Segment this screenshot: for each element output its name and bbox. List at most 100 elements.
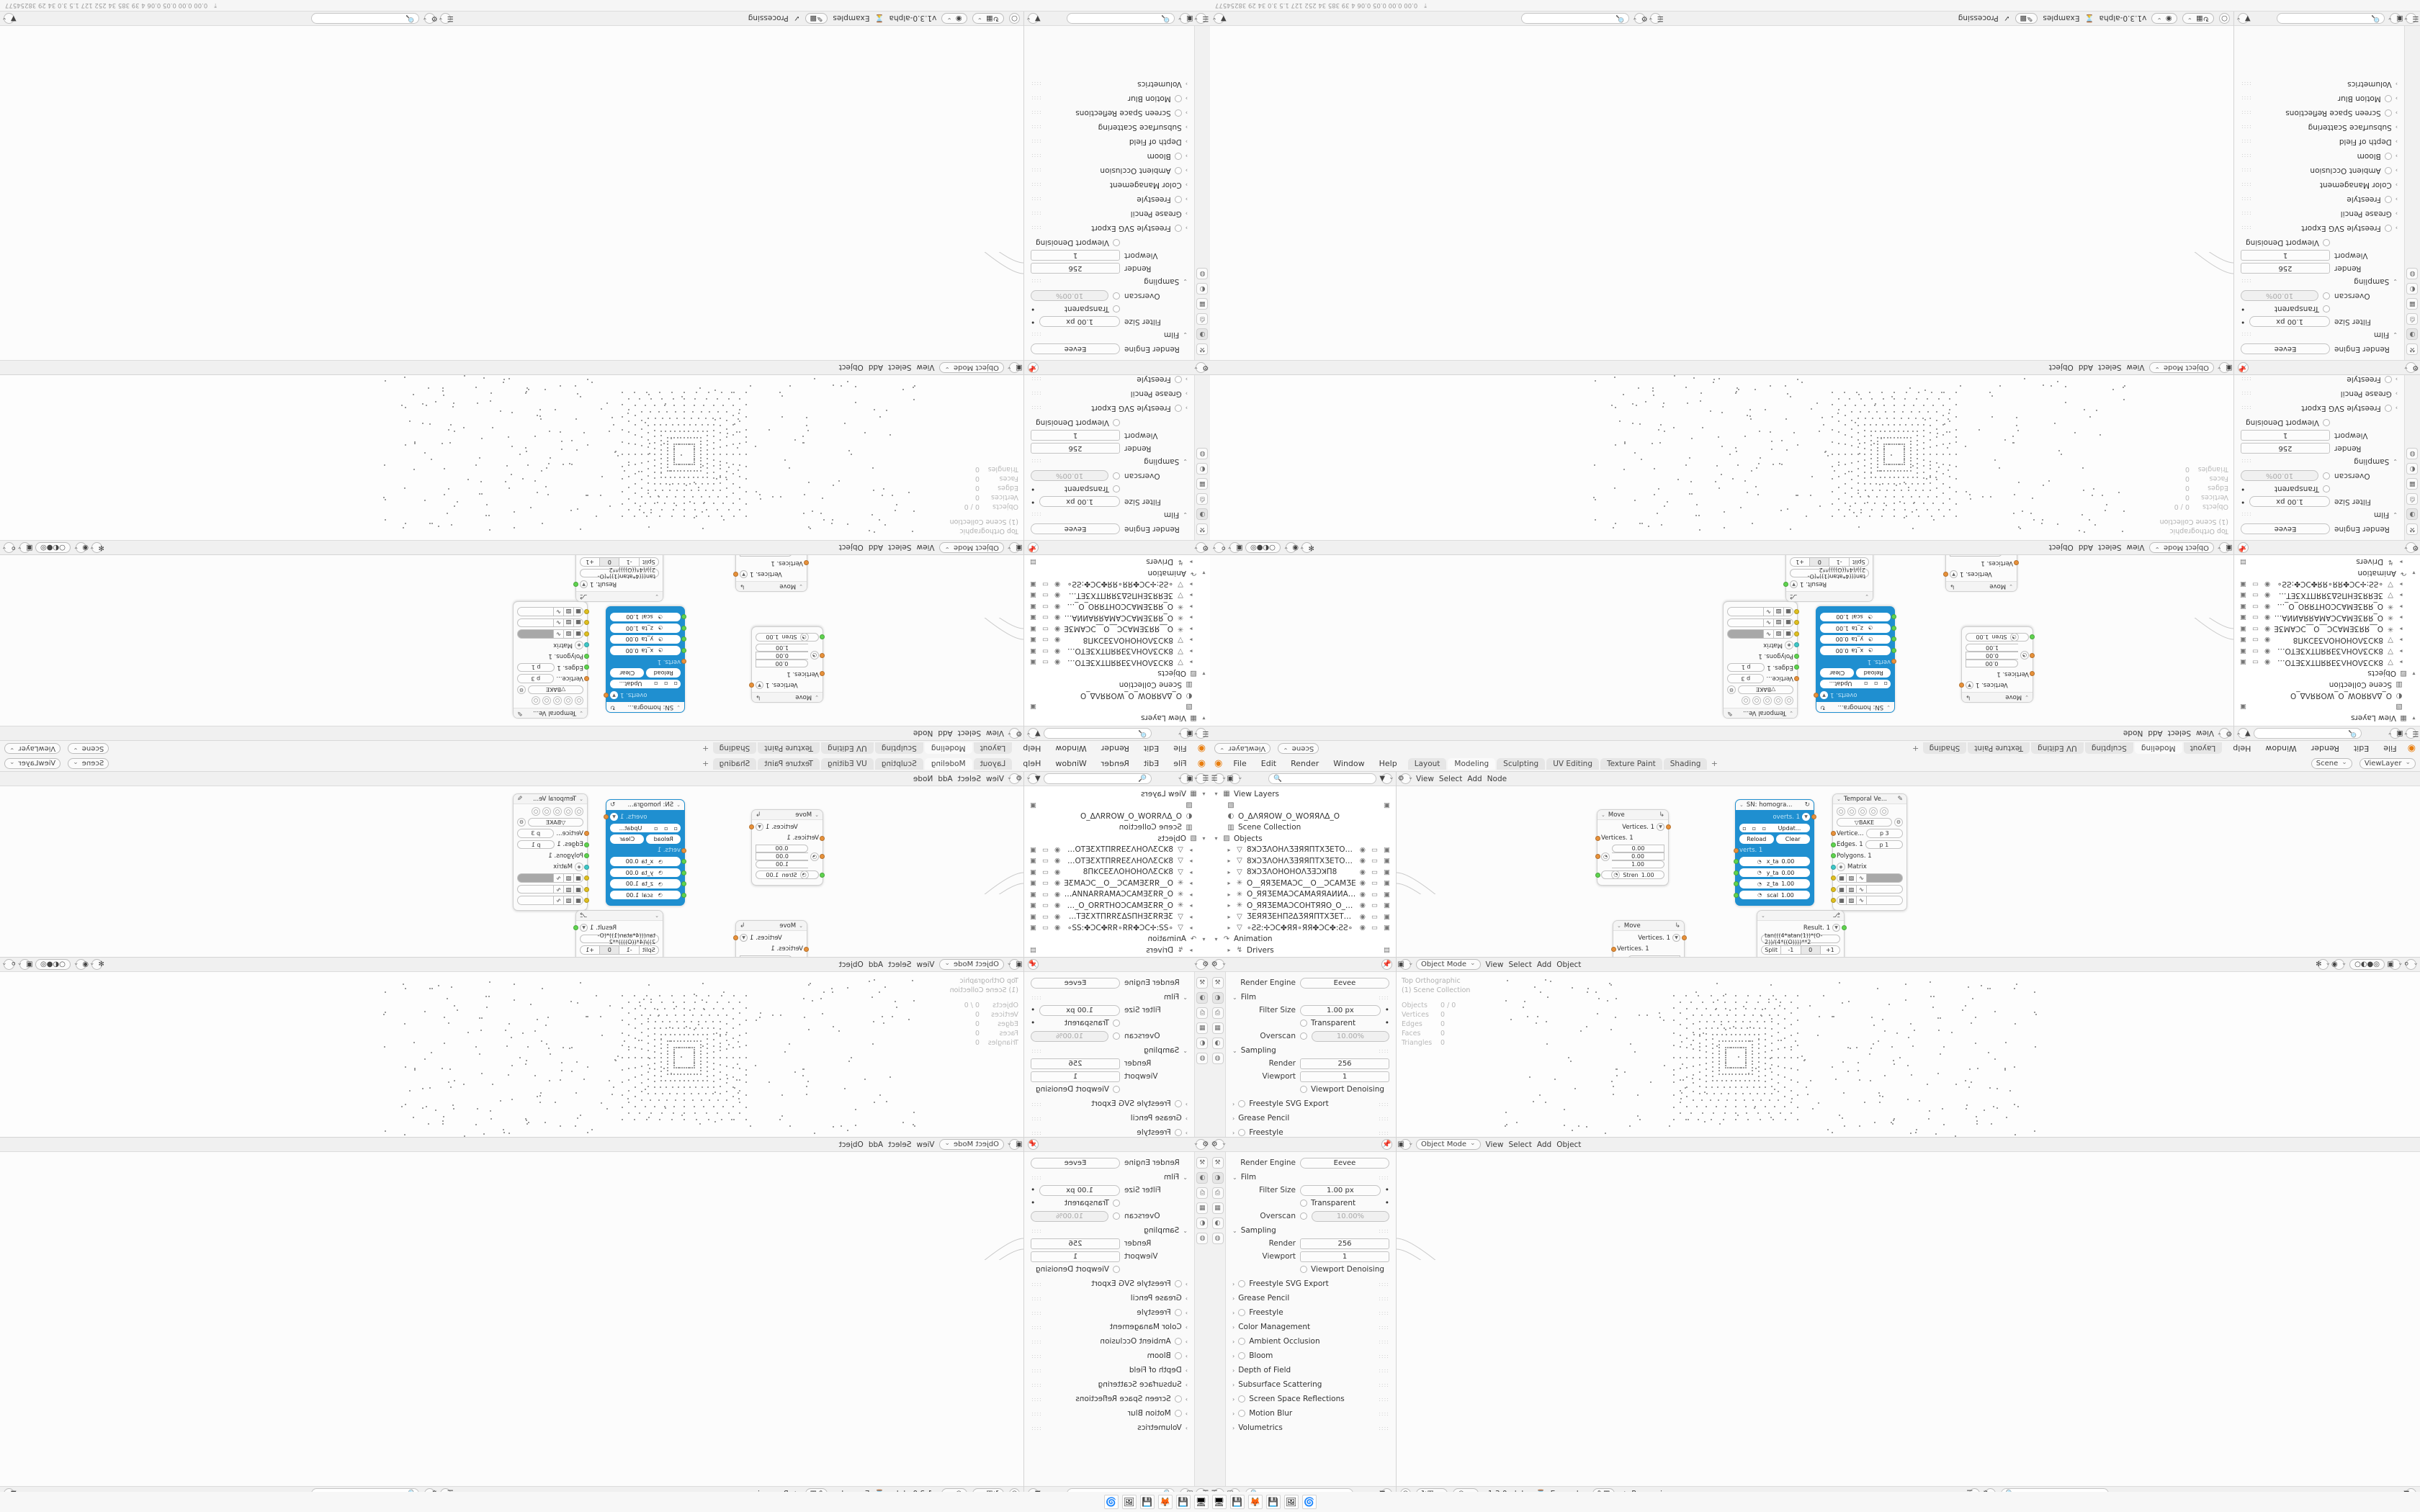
outliner-row[interactable]: ▸ ✳ O_ЯЯƷEMAƆCAMAЯЯAИИAП_O_ ◉ ▭ ▣ [1024, 889, 1210, 901]
layout-icon[interactable]: ▦ [1783, 618, 1793, 628]
pencil-icon[interactable]: ✎ [517, 709, 523, 717]
editor-type-icon[interactable]: ▣ [1009, 362, 1023, 373]
node-menu-add[interactable]: Add [1467, 774, 1482, 783]
node-color-swatch[interactable] [1867, 896, 1903, 905]
workspace-tab-modeling[interactable]: Modeling [1448, 757, 1496, 770]
property-checkbox[interactable] [1174, 1129, 1182, 1136]
screen-icon[interactable]: ▭ [2251, 580, 2259, 588]
edit-icon[interactable]: ▫ [660, 823, 671, 833]
camera-icon[interactable]: ▣ [1384, 901, 1390, 910]
twisty-icon[interactable]: ▸ [2399, 603, 2403, 610]
node-vector-value[interactable]: 1.00 [1612, 860, 1664, 868]
menu-file[interactable]: File [1173, 744, 1187, 753]
menu-window[interactable]: Window [2265, 744, 2297, 753]
node-vector-value[interactable]: 1.00 [756, 644, 808, 652]
camera-icon[interactable]: ▣ [1030, 857, 1036, 865]
outliner-search-input-b[interactable]: 🔍 [2277, 13, 2385, 24]
output-socket[interactable] [573, 582, 579, 587]
workspace-tab-texture-paint[interactable]: Texture Paint [1968, 742, 2030, 755]
node-header[interactable]: ⌄ Move ↳ [1962, 692, 2033, 702]
node-color-segment[interactable]: ▦ ▨ ∿ [517, 896, 583, 905]
eye-icon[interactable]: ◉ [2264, 636, 2271, 644]
property-value-field[interactable]: 1.00 px [1300, 1004, 1381, 1016]
properties-section-header[interactable]: › Grease Pencil:::: [1031, 207, 1188, 220]
property-checkbox[interactable] [1174, 1280, 1182, 1287]
output-socket[interactable] [733, 572, 739, 577]
node-formula-segment[interactable]: Split -1 0 +1 [1761, 945, 1840, 955]
twisty-icon[interactable]: ▸ [2399, 614, 2403, 621]
node-header[interactable]: ⌄ Temporal Ve... ✎ [1833, 794, 1906, 804]
workspace-tab-shading[interactable]: Shading [712, 757, 757, 770]
node-color-segment[interactable]: ▦ ▨ ∿ [517, 884, 583, 894]
properties-section-header[interactable]: › Freestyle SVG Export:::: [1031, 222, 1188, 235]
eye-icon[interactable]: ◉ [1359, 857, 1366, 865]
input-socket[interactable] [681, 892, 687, 898]
settings-icon[interactable]: ⚙ [517, 685, 526, 694]
node-move-lower[interactable]: ⌄Move↳Vertices. 1▼Vertices. 1◔0.000.001.… [733, 555, 810, 592]
display-mode-icon[interactable]: ▣ [1180, 773, 1193, 784]
paint-icon[interactable]: ▨ [1847, 896, 1857, 905]
output-socket[interactable] [1783, 582, 1789, 587]
scene-icon[interactable]: ◐ [1196, 283, 1209, 294]
node-vector-value[interactable]: 1.00 [756, 860, 808, 868]
properties-section-header[interactable]: › Freestyle:::: [1232, 1126, 1389, 1137]
outliner-row[interactable]: ▸▽ƷEЯЯƷEHПꙄΔƷЯЯПTXƷETOTƷEꓷ◉▭▣ [2234, 590, 2420, 601]
node-input-field[interactable]: p 3 [517, 674, 555, 683]
layout-icon[interactable]: ▦ [573, 873, 583, 883]
node-color-swatch[interactable] [517, 629, 553, 639]
twisty-icon[interactable]: ▸ [1189, 868, 1193, 876]
screen-icon[interactable]: ▭ [1041, 613, 1049, 622]
layout-icon[interactable]: ▦ [1783, 607, 1793, 616]
menu-window[interactable]: Window [1055, 744, 1087, 753]
eye-icon[interactable]: ◉ [1054, 868, 1061, 876]
node-update-segment[interactable]: ▫ ▫ ▫ Updat... [1739, 823, 1810, 833]
properties-section-header[interactable]: ⌄ Film:::: [1232, 991, 1389, 1004]
trash-icon[interactable]: ▤ [1030, 557, 1036, 566]
node-header[interactable]: ⌄ ⎇ [1786, 591, 1873, 601]
eye-icon[interactable]: ◉ [2264, 591, 2271, 600]
animate-icon[interactable]: ◔ [2020, 651, 2029, 660]
viewport-menu-add[interactable]: Add [868, 960, 884, 969]
properties-section-header[interactable]: ⌄ Sampling:::: [1031, 1224, 1188, 1237]
light-icon[interactable]: ○ [564, 696, 573, 706]
output-icon[interactable]: ⎙ [1196, 313, 1209, 325]
overlays-icon[interactable]: ▣ [1229, 542, 1243, 553]
bake-button[interactable]: ▽ BAKE [1837, 817, 1892, 827]
camera-icon[interactable]: ▣ [1030, 658, 1036, 667]
viewport-menu-object[interactable]: Object [838, 960, 864, 969]
output-socket[interactable] [1811, 814, 1816, 819]
node-vector-value[interactable]: 0.00 [1612, 845, 1664, 852]
render-icon[interactable]: ◑ [1211, 992, 1224, 1004]
node-update-label[interactable]: Updat... [610, 679, 650, 689]
node-menu-node[interactable]: Node [1487, 774, 1507, 783]
render-icon[interactable]: ◑ [1196, 328, 1209, 340]
input-socket[interactable] [1595, 872, 1600, 878]
node-menu-select[interactable]: Select [957, 729, 982, 738]
outliner-row[interactable]: ▸ ▽ ∘ꙄꙄ:✢ƆC✤ЯЯ∘ЯЯ✤ƆC✤:ꙄꙄ∘ ◉ ▭ ▣ [1210, 922, 1396, 934]
properties-section-header[interactable]: › Freestyle SVG Export:::: [2241, 402, 2398, 415]
input-socket[interactable] [1794, 676, 1800, 681]
properties-section-header[interactable]: › Depth of Field:::: [1031, 135, 1188, 148]
input-socket[interactable] [1794, 631, 1800, 636]
input-socket[interactable] [1830, 831, 1836, 836]
animate-icon[interactable]: ◔ [810, 852, 819, 861]
node-script-node[interactable]: ⌄ SN: homogra... ↻ overts. 1 ▼ ▫ ▫ ▫ Updat... Rel… [604, 799, 687, 906]
node-header[interactable]: ⌄ SN: homogra... ↻ [1736, 800, 1814, 810]
node-formula-button[interactable]: -1 [619, 557, 639, 567]
render-icon[interactable]: ◑ [1196, 508, 1209, 520]
outliner-row[interactable]: ▸ ✳ O_ЯЯƷEMAƆCAMAЯЯAИИAП_O_ ◉ ▭ ▣ [2234, 612, 2420, 624]
node-button-reload[interactable]: Reload [646, 668, 681, 678]
screen-icon[interactable]: ▭ [1041, 868, 1049, 876]
node-input-field[interactable]: p 1 [1865, 840, 1903, 850]
animate-icon[interactable]: ◔ [656, 879, 666, 888]
camera-icon[interactable]: ▣ [1030, 879, 1036, 888]
node-move-top[interactable]: ⌄ Move ↳ Vertices. 1 ▼ Vertices. 1 ◔ 0.00 0.00 1.… [1595, 809, 1671, 886]
transform-icon[interactable]: ↳ [1966, 693, 1971, 701]
workspace-tab-texture-paint[interactable]: Texture Paint [758, 757, 820, 770]
tool-icon[interactable]: ⚒ [2406, 523, 2419, 535]
twisty-icon[interactable]: ▸ [2399, 592, 2403, 599]
animate-icon[interactable]: ◔ [1865, 613, 1875, 621]
properties-section-header[interactable]: › Grease Pencil:::: [2241, 207, 2398, 220]
viewport-menu-view[interactable]: View [2126, 543, 2145, 552]
node-formula-field[interactable]: tan(((4*atan(1))*(O-2))/(4*((O))))**2 [580, 932, 659, 945]
